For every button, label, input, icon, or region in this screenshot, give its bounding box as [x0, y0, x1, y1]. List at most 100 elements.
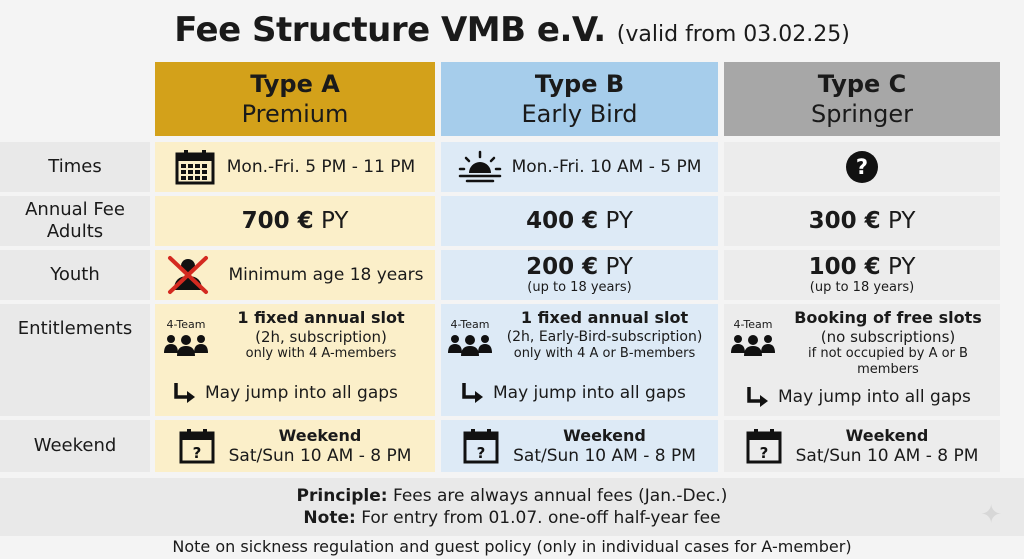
- question-icon: ?: [845, 150, 879, 184]
- note-text: For entry from 01.07. one-off half-year …: [361, 508, 721, 528]
- type-a-weekend-time: Sat/Sun 10 AM - 8 PM: [228, 446, 412, 466]
- type-c-ent-condition-2: members: [857, 362, 919, 377]
- type-b-header: Type B Early Bird: [441, 62, 718, 136]
- type-c-youth-note: (up to 18 years): [809, 280, 915, 295]
- team-people-icon: [161, 331, 211, 357]
- type-c-jump-text: May jump into all gaps: [778, 387, 971, 407]
- type-c-team: 4-Team: [726, 318, 780, 361]
- principle-label: Principle:: [296, 486, 388, 506]
- type-c-jump: May jump into all gaps: [746, 386, 971, 408]
- svg-text:?: ?: [192, 444, 201, 462]
- type-a-jump: May jump into all gaps: [173, 382, 398, 404]
- row-label-weekend-text: Weekend: [33, 435, 117, 456]
- svg-text:?: ?: [477, 444, 486, 462]
- row-label-entitlements-text: Entitlements: [17, 318, 133, 339]
- type-c-youth-amount: 100 €: [808, 254, 881, 280]
- type-b-fee-amount: 400 €: [526, 208, 599, 234]
- type-b-weekend-title: Weekend: [563, 426, 646, 445]
- calendar-question-icon: ?: [463, 428, 499, 464]
- type-a-weekend-cell: ? Weekend Sat/Sun 10 AM - 8 PM: [155, 420, 435, 472]
- calendar-question-icon: ?: [179, 428, 215, 464]
- type-c-name: Type C: [817, 70, 907, 98]
- row-label-times-text: Times: [48, 156, 102, 177]
- note-label: Note:: [303, 508, 356, 528]
- type-a-header: Type A Premium: [155, 62, 435, 136]
- type-c-header: Type C Springer: [724, 62, 1000, 136]
- type-a-times-cell: Mon.-Fri. 5 PM - 11 PM: [155, 142, 435, 192]
- type-a-times: Mon.-Fri. 5 PM - 11 PM: [226, 157, 416, 177]
- type-c-youth-unit: PY: [887, 254, 916, 280]
- footer-note: Note on sickness regulation and guest po…: [172, 537, 852, 556]
- type-b-team-label: 4-Team: [450, 318, 490, 331]
- type-c-team-label: 4-Team: [733, 318, 773, 331]
- type-b-jump-text: May jump into all gaps: [493, 383, 686, 403]
- team-people-icon: [728, 331, 778, 357]
- type-b-jump: May jump into all gaps: [461, 382, 686, 404]
- type-c-entitlements-cell: 4-Team Booking of free slots (no subscri…: [724, 304, 1000, 416]
- type-c-weekend-title: Weekend: [845, 426, 929, 445]
- row-label-fee-line1: Annual Fee: [25, 199, 125, 220]
- arrow-turn-right-icon: [461, 382, 485, 404]
- type-a-subtitle: Premium: [241, 100, 349, 128]
- note-line: Note: For entry from 01.07. one-off half…: [0, 507, 1024, 529]
- type-b-team: 4-Team: [443, 318, 497, 361]
- row-label-fee-line2: Adults: [46, 221, 104, 242]
- sunrise-icon: [458, 149, 502, 185]
- type-b-entitlements-cell: 4-Team 1 fixed annual slot (2h, Early-Bi…: [441, 304, 718, 416]
- row-label-fee: Annual Fee Adults: [0, 196, 150, 246]
- type-c-subtitle: Springer: [810, 100, 914, 128]
- type-a-ent-title: 1 fixed annual slot: [237, 308, 405, 327]
- type-a-fee-amount: 700 €: [241, 208, 314, 234]
- type-a-name: Type A: [250, 70, 340, 98]
- principle-note-box: Principle: Fees are always annual fees (…: [0, 478, 1024, 536]
- type-c-weekend-time: Sat/Sun 10 AM - 8 PM: [795, 446, 979, 466]
- type-b-ent-detail: (2h, Early-Bird-subscription): [506, 329, 703, 345]
- page-title: Fee Structure VMB e.V. (valid from 03.02…: [0, 10, 1024, 50]
- title-validity: (valid from 03.02.25): [616, 22, 850, 47]
- type-b-weekend-cell: ? Weekend Sat/Sun 10 AM - 8 PM: [441, 420, 718, 472]
- calendar-grid-icon: [175, 149, 215, 185]
- title-main: Fee Structure VMB e.V.: [174, 10, 606, 50]
- row-label-weekend: Weekend: [0, 420, 150, 472]
- type-b-youth-amount: 200 €: [526, 254, 599, 280]
- type-a-entitlements-cell: 4-Team 1 fixed annual slot (2h, subscrip…: [155, 304, 435, 416]
- type-b-name: Type B: [534, 70, 625, 98]
- team-people-icon: [445, 331, 495, 357]
- type-a-youth: Minimum age 18 years: [228, 265, 424, 285]
- type-c-fee-cell: 300 € PY: [724, 196, 1000, 246]
- type-b-youth-unit: PY: [605, 254, 633, 280]
- type-b-weekend-time: Sat/Sun 10 AM - 8 PM: [513, 446, 696, 466]
- type-a-ent-condition: only with 4 A-members: [245, 346, 397, 361]
- type-b-fee-cell: 400 € PY: [441, 196, 718, 246]
- type-c-youth-cell: 100 € PY (up to 18 years): [724, 250, 1000, 300]
- type-b-youth-cell: 200 € PY (up to 18 years): [441, 250, 718, 300]
- sparkle-icon: ✦: [980, 500, 1002, 530]
- type-a-jump-text: May jump into all gaps: [205, 383, 398, 403]
- type-c-ent-detail: (no subscriptions): [820, 328, 956, 346]
- type-b-ent-title: 1 fixed annual slot: [520, 308, 689, 327]
- type-b-times-cell: Mon.-Fri. 10 AM - 5 PM: [441, 142, 718, 192]
- type-a-ent-detail: (2h, subscription): [255, 328, 387, 346]
- type-b-youth-note: (up to 18 years): [527, 280, 632, 295]
- type-a-fee-cell: 700 € PY: [155, 196, 435, 246]
- calendar-question-icon: ?: [746, 428, 782, 464]
- row-label-youth: Youth: [0, 250, 150, 300]
- type-c-times-cell: ?: [724, 142, 1000, 192]
- row-label-entitlements: Entitlements: [0, 304, 150, 416]
- type-a-team: 4-Team: [159, 318, 213, 361]
- principle-text: Fees are always annual fees (Jan.-Dec.): [392, 486, 728, 506]
- type-a-weekend-title: Weekend: [278, 426, 362, 445]
- type-c-ent-title: Booking of free slots: [794, 308, 982, 327]
- arrow-turn-right-icon: [173, 382, 197, 404]
- crossed-out-person-icon: [166, 254, 210, 296]
- type-b-times: Mon.-Fri. 10 AM - 5 PM: [511, 157, 702, 177]
- type-b-ent-condition: only with 4 A or B-members: [513, 346, 696, 361]
- row-label-youth-text: Youth: [50, 264, 100, 285]
- type-c-fee-amount: 300 €: [808, 208, 881, 234]
- type-b-fee-unit: PY: [605, 208, 633, 234]
- principle-line: Principle: Fees are always annual fees (…: [0, 485, 1024, 507]
- type-b-subtitle: Early Bird: [521, 100, 638, 128]
- type-c-weekend-cell: ? Weekend Sat/Sun 10 AM - 8 PM: [724, 420, 1000, 472]
- type-a-youth-cell: Minimum age 18 years: [155, 250, 435, 300]
- svg-text:?: ?: [759, 444, 768, 462]
